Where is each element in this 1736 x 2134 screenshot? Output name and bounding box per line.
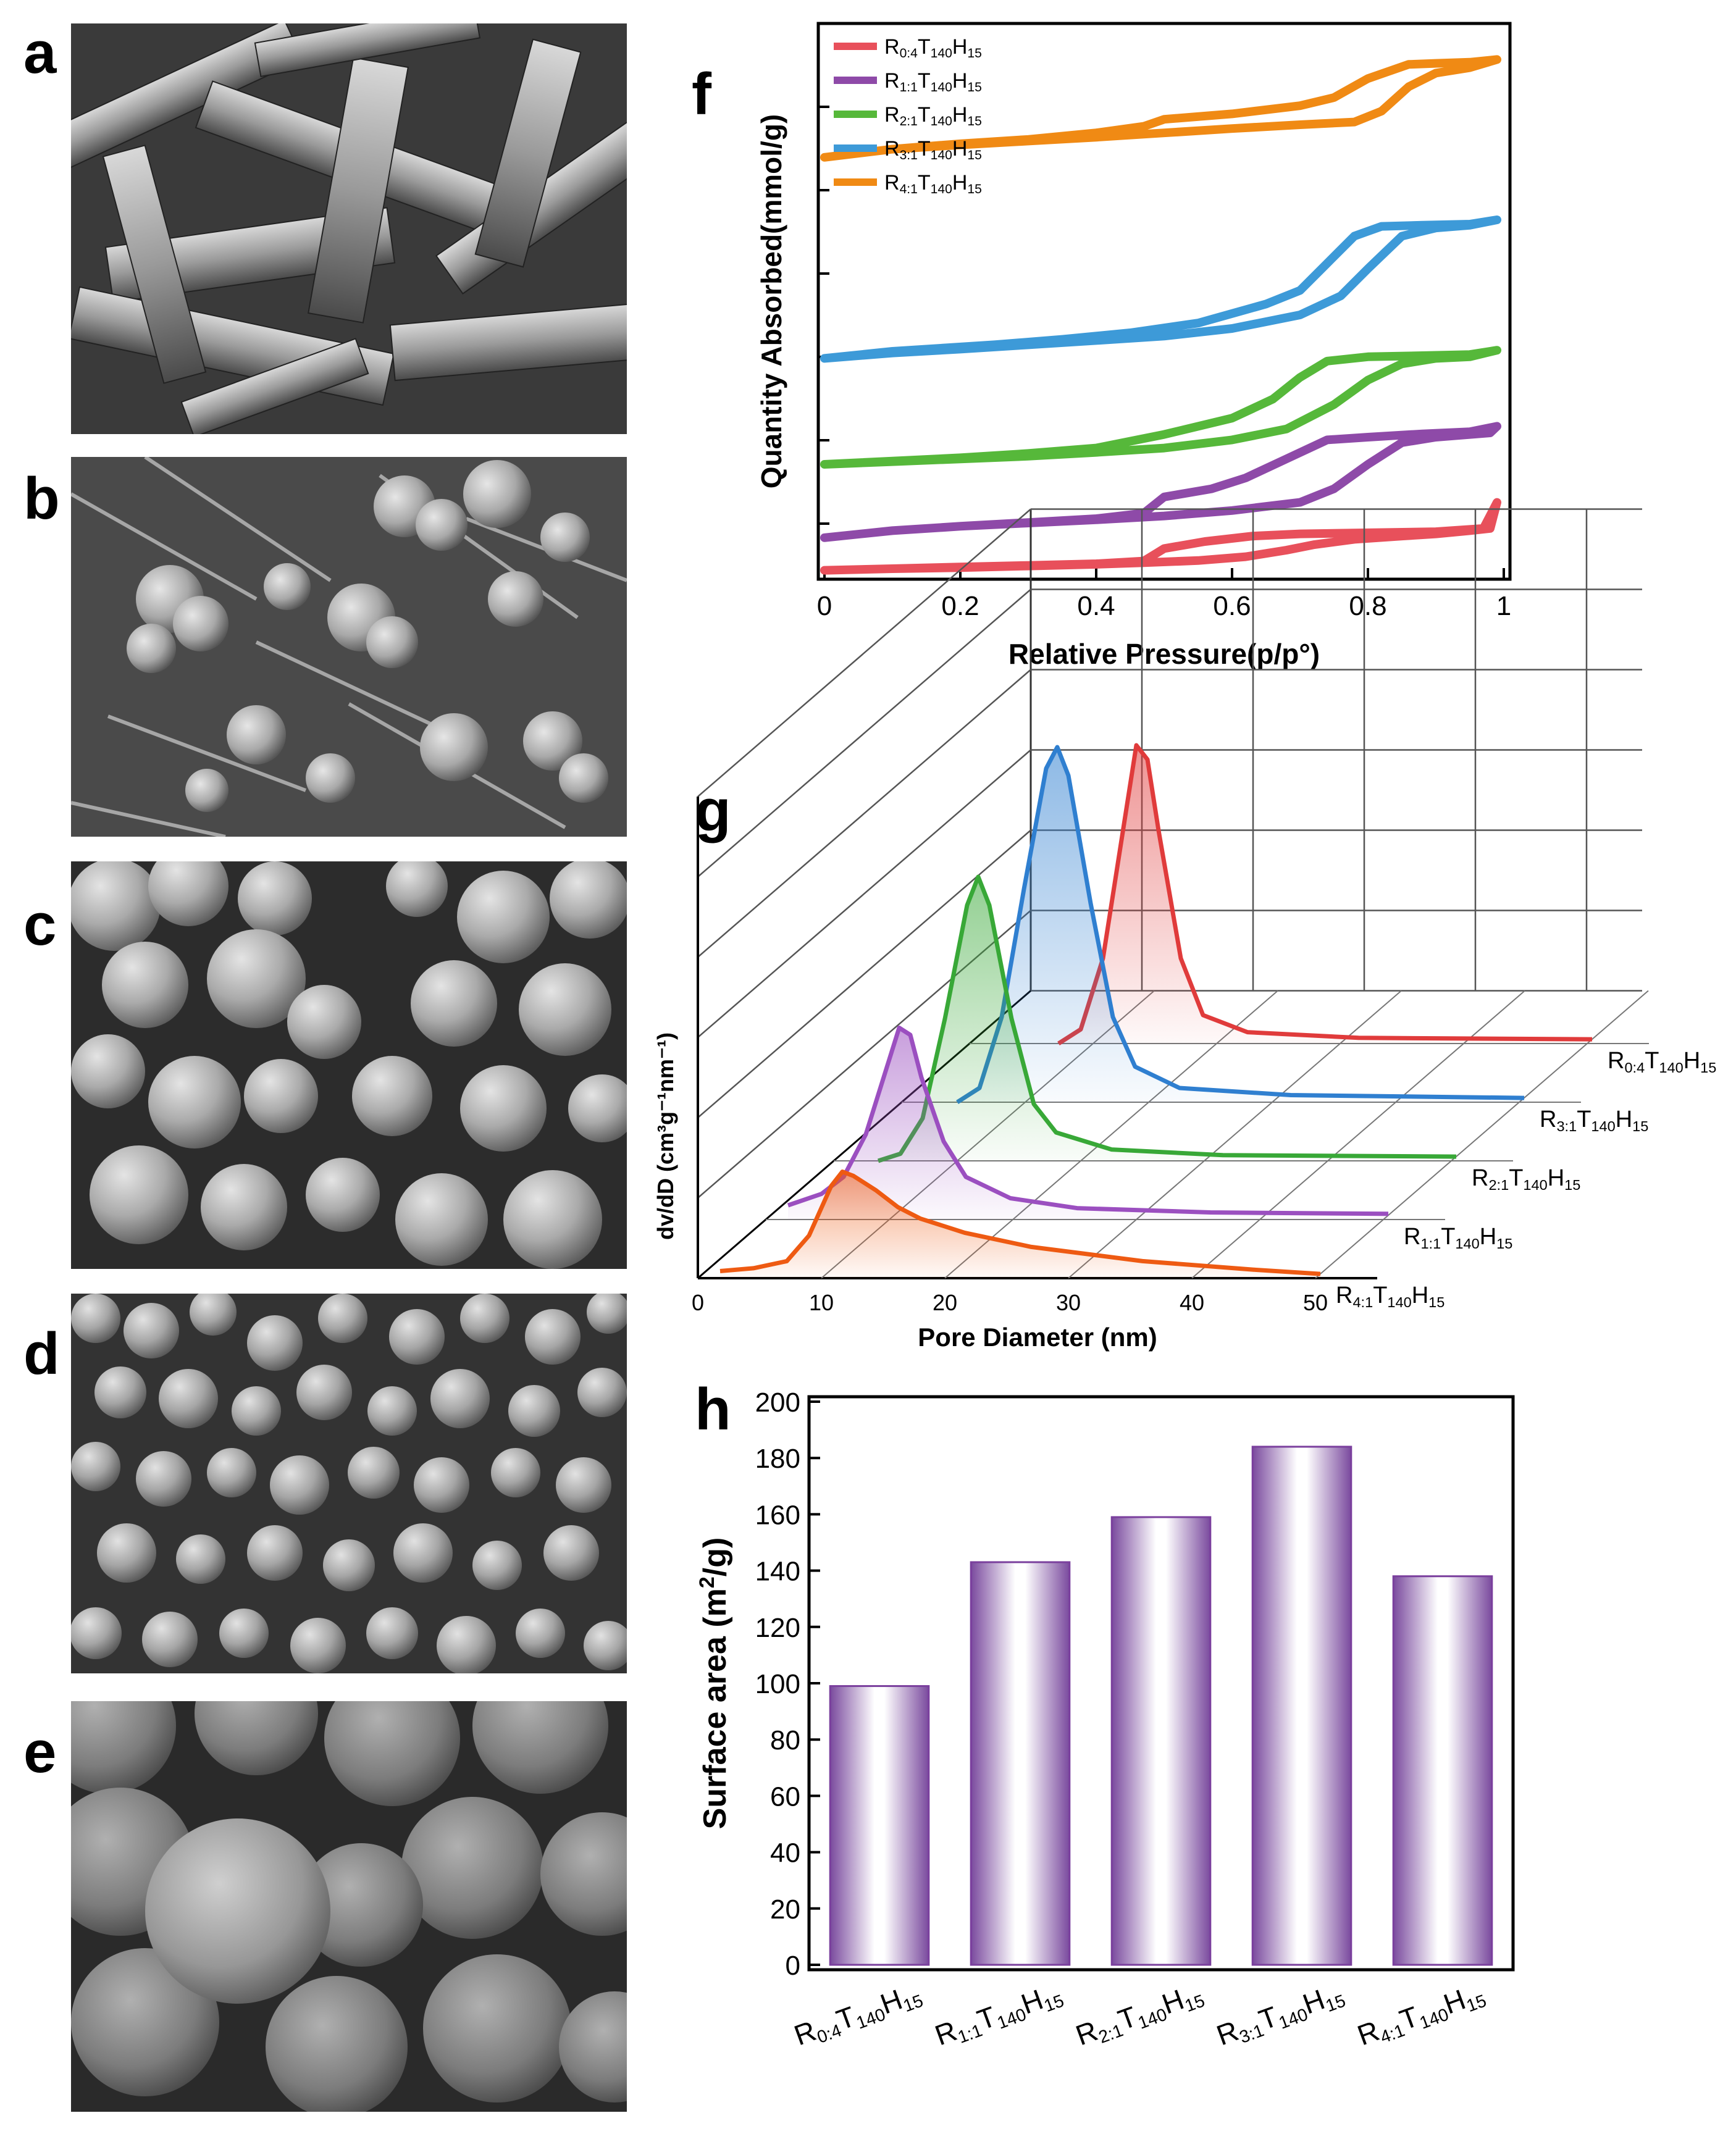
pore-x-tick-label: 20 <box>933 1290 957 1315</box>
pore-distribution-chart: R0:4​T140​H15​ R3:1​T140​H15​ R2:1​T140​H1… <box>653 508 1716 1352</box>
surface-area-y-tick-label: 40 <box>770 1838 800 1868</box>
sem-image-c <box>71 861 627 1269</box>
surface-area-category-label: R4:1​T140​H15​ <box>1353 1977 1489 2055</box>
isotherm-curve-R2_1 <box>820 346 1501 469</box>
pore-series-label-g_R3_1: R3:1​T140​H15​ <box>1540 1107 1648 1134</box>
isotherm-curve-R0_4 <box>820 498 1501 575</box>
surface-area-category-label: R3:1​T140​H15​ <box>1212 1977 1348 2055</box>
isotherm-x-tick-label: 0.6 <box>1213 591 1251 621</box>
surface-area-y-tick-label: 0 <box>786 1951 800 1981</box>
surface-area-bar <box>1110 1516 1212 1966</box>
pore-series-label-g_R4_1: R4:1​T140​H15​ <box>1336 1282 1445 1310</box>
isotherm-frame <box>816 22 1512 581</box>
pore-series-label-g_R0_4: R0:4​T140​H15​ <box>1608 1048 1716 1076</box>
panel-label-h: h <box>695 1376 731 1442</box>
pore-side-grid <box>697 829 1031 1118</box>
isotherm-y-axis-label: Quantity Absorbed(mmol/g) <box>755 114 787 489</box>
isotherm-x-tick-label: 0.4 <box>1077 591 1115 621</box>
pore-x-tick-label: 50 <box>1303 1290 1328 1315</box>
surface-area-category-label: R2:1​T140​H15​ <box>1071 1977 1207 2055</box>
surface-area-bar <box>1392 1575 1493 1966</box>
isotherm-legend-label-R3_1: R3:1​T140​H15​ <box>884 137 982 162</box>
isotherm-x-tick-label: 0.2 <box>941 591 979 621</box>
surface-area-y-tick-label: 100 <box>755 1669 800 1699</box>
pore-side-grid <box>697 669 1031 958</box>
pore-y-axis-label: dv/dD (cm³g⁻¹nm⁻¹) <box>653 1032 678 1240</box>
surface-area-bar <box>1251 1446 1352 1966</box>
pore-x-tick-label: 40 <box>1180 1290 1204 1315</box>
pore-area-g_R1_1 <box>788 1027 1388 1220</box>
surface-area-chart: 0 20 40 60 80 100 120 140 160 180 200 R0:4​T140​H1… <box>695 1387 1515 2055</box>
isotherm-legend-label-R4_1: R4:1​T140​H15​ <box>884 171 982 196</box>
panel-label-c: c <box>23 892 57 958</box>
isotherm-legend-label-R0_4: R0:4​T140​H15​ <box>884 35 982 61</box>
surface-area-y-tick-label: 60 <box>770 1781 800 1812</box>
surface-area-category-label: R1:1​T140​H15​ <box>931 1977 1067 2055</box>
surface-area-y-tick-label: 80 <box>770 1725 800 1755</box>
pore-area-g_R2_1 <box>878 877 1456 1161</box>
panel-label-g: g <box>695 777 731 843</box>
surface-area-y-tick-label: 120 <box>755 1613 800 1643</box>
panel-label-f: f <box>692 61 711 127</box>
pore-curve-g_R4_1 <box>719 1170 1321 1276</box>
isotherm-x-tick-label: 0 <box>817 591 832 621</box>
surface-area-y-tick-label: 140 <box>755 1557 800 1587</box>
surface-area-y-tick-label: 160 <box>755 1500 800 1530</box>
sem-image-a <box>71 23 627 434</box>
pore-series-label-g_R2_1: R2:1​T140​H15​ <box>1472 1165 1580 1193</box>
pore-side-grid <box>697 749 1031 1038</box>
panel-label-b: b <box>23 466 60 532</box>
pore-side-grid <box>697 588 1031 877</box>
sem-image-e <box>71 1701 627 2112</box>
pore-x-tick-label: 10 <box>809 1290 834 1315</box>
surface-area-y-axis-label: Surface area (m2/g) <box>695 1538 733 1830</box>
isotherm-legend-label-R2_1: R2:1​T140​H15​ <box>884 103 982 128</box>
surface-area-category-label: R0:4​T140​H15​ <box>790 1977 926 2055</box>
isotherm-curve-R1_1 <box>820 422 1501 542</box>
pore-side-grid <box>697 508 1031 797</box>
surface-area-bar <box>829 1685 930 1966</box>
isotherm-chart: 0 0.2 0.4 0.6 0.8 1 R0:4​T140​H15​ R1:1​T140​H… <box>755 22 1512 670</box>
pore-x-tick-label: 30 <box>1056 1290 1081 1315</box>
pore-x-axis-label: Pore Diameter (nm) <box>918 1323 1157 1352</box>
pore-area-g_R0_4 <box>1059 745 1592 1044</box>
surface-area-y-tick-label: 200 <box>755 1387 800 1418</box>
isotherm-x-tick-label: 0.8 <box>1349 591 1386 621</box>
surface-area-y-tick-label: 180 <box>755 1444 800 1474</box>
panel-label-d: d <box>23 1321 60 1387</box>
pore-area-g_R4_1 <box>720 1171 1320 1278</box>
panel-label-a: a <box>23 20 57 86</box>
sem-image-b <box>71 457 627 837</box>
pore-x-tick-label: 0 <box>692 1290 704 1315</box>
isotherm-curve-R3_1 <box>820 215 1501 363</box>
isotherm-legend-label-R1_1: R1:1​T140​H15​ <box>884 69 982 94</box>
surface-area-y-tick-label: 20 <box>770 1894 800 1925</box>
isotherm-x-axis-label: Relative Pressure(p/p°) <box>1008 638 1320 670</box>
pore-curve-g_R1_1 <box>787 1026 1389 1216</box>
pore-floor-grid <box>1315 990 1649 1279</box>
pore-series-label-g_R1_1: R1:1​T140​H15​ <box>1404 1224 1512 1252</box>
sem-image-d <box>71 1294 627 1673</box>
isotherm-curve-R4_1 <box>820 55 1501 162</box>
pore-area-g_R3_1 <box>957 747 1524 1102</box>
panel-label-e: e <box>23 1719 57 1785</box>
isotherm-x-tick-label: 1 <box>1496 591 1511 621</box>
surface-area-bar <box>970 1561 1071 1966</box>
